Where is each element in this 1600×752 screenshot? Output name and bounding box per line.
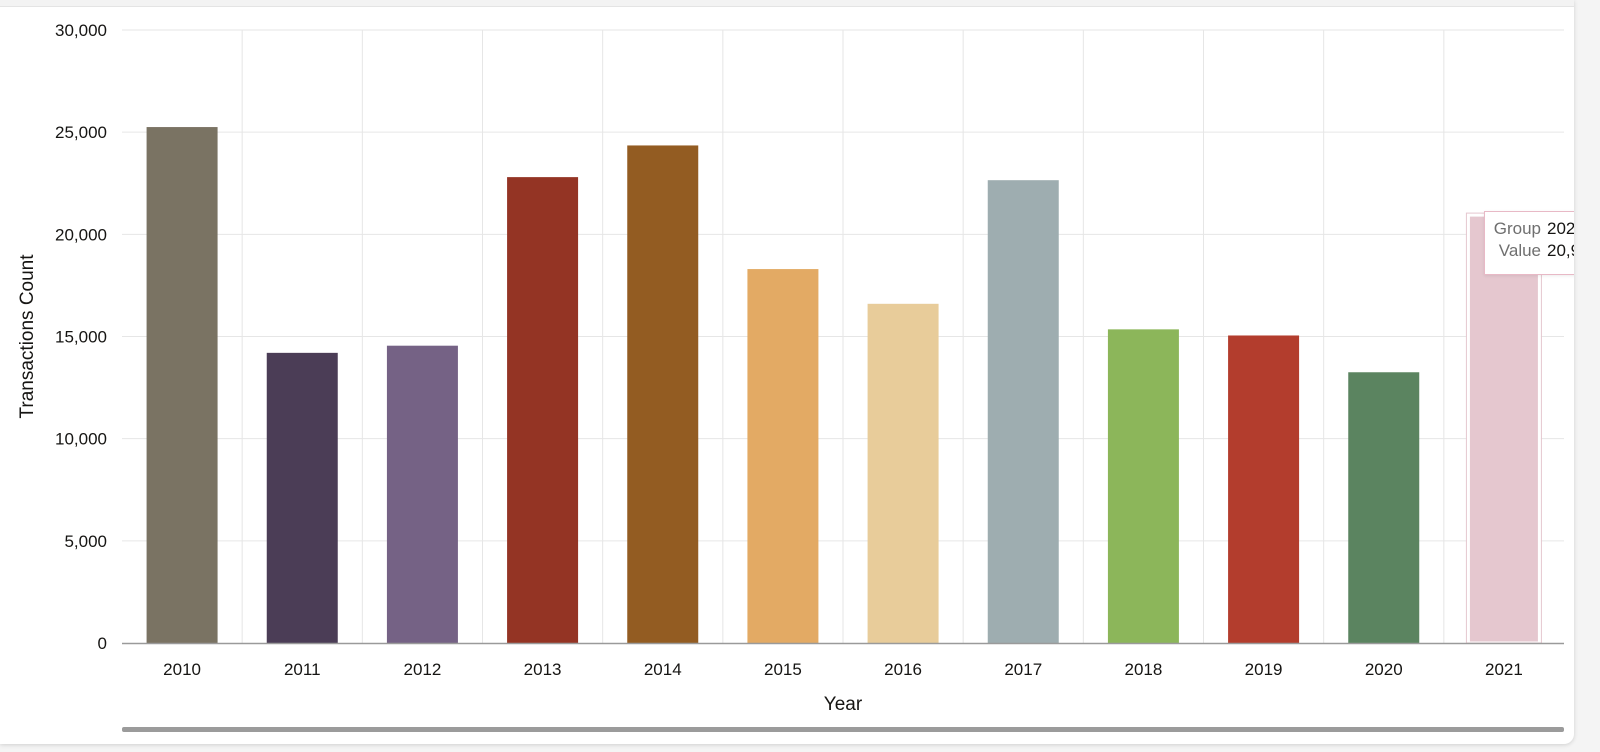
bar-2016[interactable] (867, 303, 939, 643)
x-tick-label: 2018 (1125, 660, 1163, 679)
x-tick-label: 2015 (764, 660, 802, 679)
bar-2010[interactable] (146, 127, 218, 643)
x-tick-label: 2012 (404, 660, 442, 679)
x-axis-title: Year (824, 694, 863, 715)
bars (146, 127, 1542, 645)
y-tick-label: 15,000 (55, 328, 107, 347)
y-tick-label: 5,000 (64, 532, 107, 551)
card-top-edge (0, 0, 1574, 7)
tooltip-value-label: Value (1498, 241, 1541, 260)
bar-2015[interactable] (747, 269, 819, 643)
x-tick-label: 2020 (1365, 660, 1403, 679)
bar-2020[interactable] (1348, 372, 1420, 643)
y-tick-label: 20,000 (55, 225, 107, 244)
x-tick-label: 2019 (1245, 660, 1283, 679)
x-tick-label: 2013 (524, 660, 562, 679)
chart-card: 0 5,000 10,000 15,000 20,000 25,000 30,000 201… (0, 0, 1574, 744)
bar-2014[interactable] (627, 145, 699, 643)
y-tick-label: 0 (98, 634, 107, 653)
bar-2011[interactable] (266, 352, 338, 643)
grid-lines (122, 29, 1564, 643)
y-axis-ticks: 0 5,000 10,000 15,000 20,000 25,000 30,000 (55, 21, 107, 653)
bar-2012[interactable] (386, 345, 458, 643)
x-tick-label: 2016 (884, 660, 922, 679)
y-tick-label: 25,000 (55, 123, 107, 142)
x-tick-label: 2017 (1004, 660, 1042, 679)
y-axis-title: Transactions Count (17, 254, 38, 419)
x-tick-label: 2021 (1485, 660, 1523, 679)
bar-2018[interactable] (1107, 329, 1179, 643)
bar-chart: 0 5,000 10,000 15,000 20,000 25,000 30,000 201… (17, 21, 1564, 715)
bar-2021[interactable] (1466, 213, 1541, 645)
horizontal-scrollbar[interactable] (122, 727, 1564, 732)
y-tick-label: 10,000 (55, 430, 107, 449)
tooltip-value-value: 20,941 (1547, 241, 1574, 260)
x-tick-label: 2011 (284, 660, 321, 679)
x-axis-ticks: 2010 2011 2012 2013 2014 2015 2016 2017 2018 2019… (163, 660, 1523, 679)
bar-2013[interactable] (507, 177, 579, 643)
x-tick-label: 2014 (644, 660, 682, 679)
bar-2017[interactable] (987, 180, 1059, 643)
x-tick-label: 2010 (163, 660, 201, 679)
y-tick-label: 30,000 (55, 21, 107, 40)
bar-tooltip: Group 2021 Value 20,941 (1484, 211, 1574, 275)
tooltip-group-value: 2021 (1547, 219, 1574, 238)
bar-2019[interactable] (1228, 335, 1300, 643)
tooltip-group-label: Group (1493, 219, 1541, 238)
